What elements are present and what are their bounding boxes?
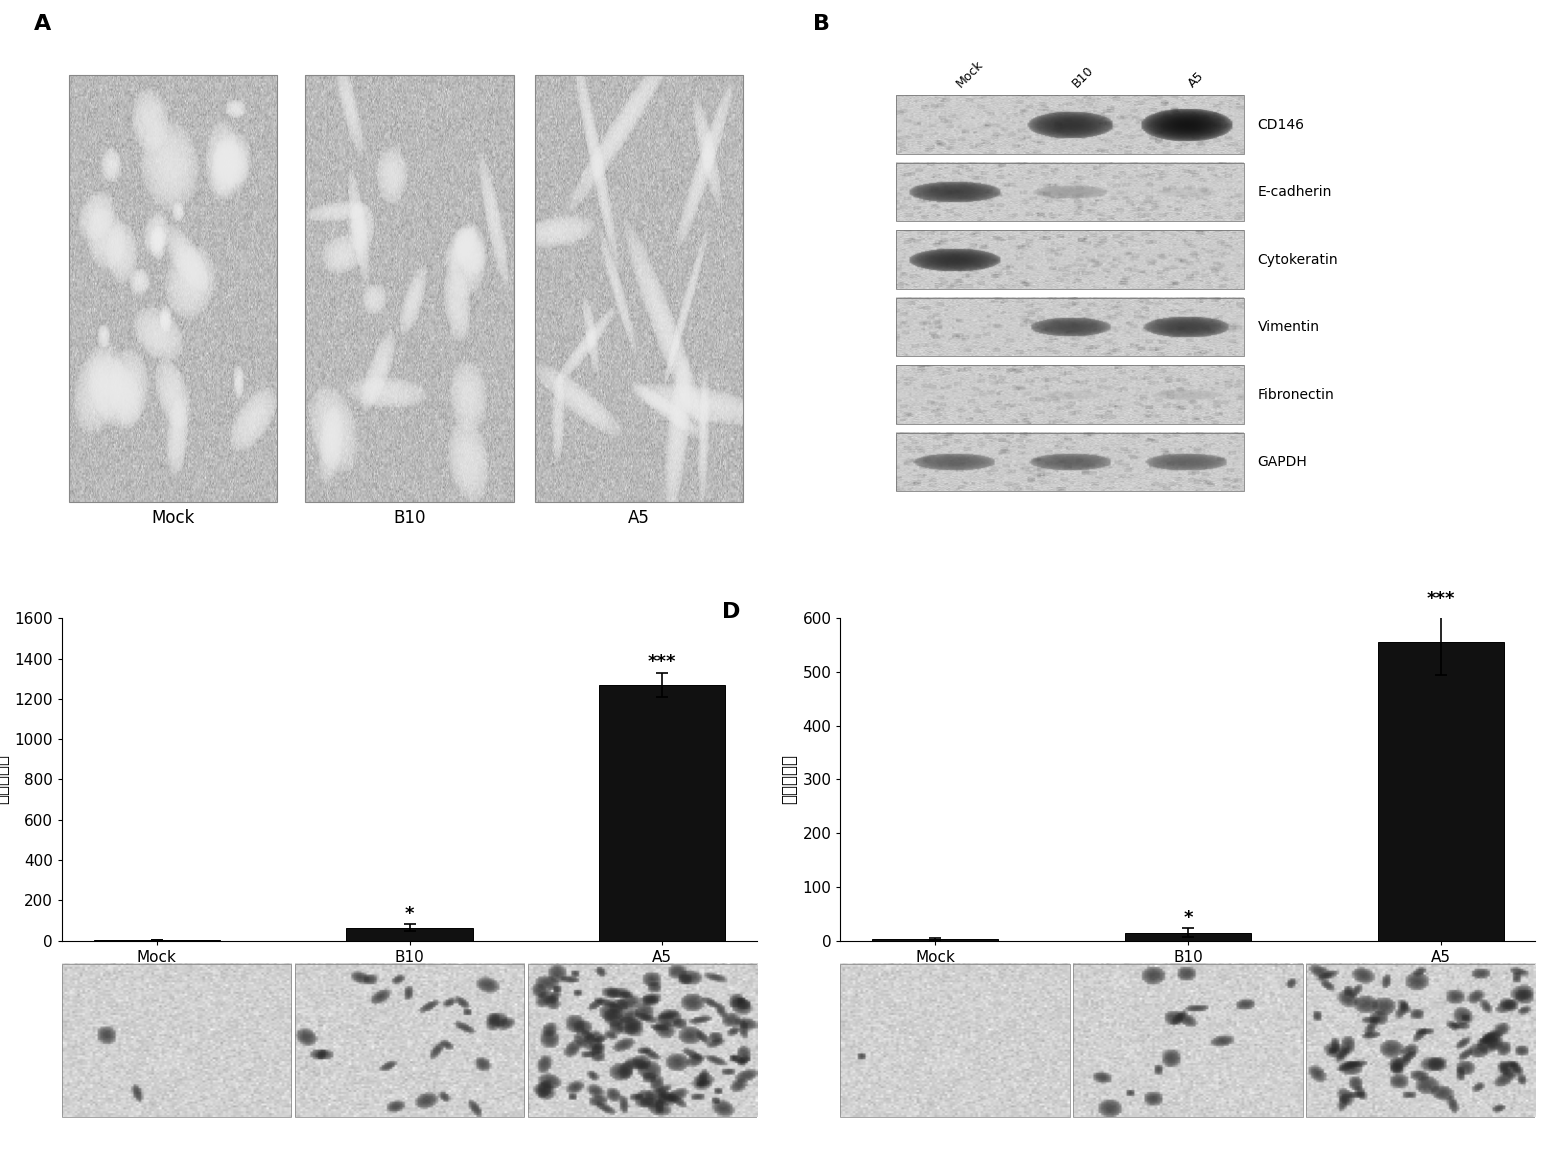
Text: GAPDH: GAPDH (1258, 455, 1307, 469)
Text: Cytokeratin: Cytokeratin (1258, 253, 1339, 267)
Text: Vimentin: Vimentin (1258, 321, 1320, 334)
Text: B: B (813, 14, 830, 34)
Text: Mock: Mock (954, 59, 986, 91)
Bar (896, 298, 1244, 356)
Bar (1377, 642, 1504, 941)
Bar (1124, 933, 1252, 941)
Bar (599, 685, 726, 941)
Text: A5: A5 (628, 509, 650, 527)
Bar (527, 964, 757, 1118)
Bar (62, 964, 292, 1118)
Bar (841, 964, 1070, 1118)
Text: E-cadherin: E-cadherin (1258, 185, 1332, 199)
Text: A: A (34, 14, 51, 34)
Text: A5: A5 (1185, 69, 1207, 91)
Bar (872, 939, 999, 941)
Text: *: * (1183, 909, 1193, 926)
Bar (306, 75, 513, 502)
Text: ***: *** (1427, 589, 1455, 608)
Text: CD146: CD146 (1258, 117, 1304, 132)
Bar (295, 964, 524, 1118)
Text: Mock: Mock (152, 509, 195, 527)
Bar (896, 231, 1244, 288)
Bar (346, 927, 473, 941)
Y-axis label: 迁移细胞数: 迁移细胞数 (0, 755, 11, 804)
Text: B10: B10 (394, 509, 427, 527)
Text: *: * (405, 905, 414, 924)
Bar (68, 75, 278, 502)
Bar (896, 433, 1244, 492)
Bar (1073, 964, 1303, 1118)
Text: D: D (723, 602, 741, 623)
Text: Fibronectin: Fibronectin (1258, 387, 1334, 402)
Bar (1306, 964, 1535, 1118)
Text: ***: *** (648, 653, 676, 671)
Text: B10: B10 (1070, 64, 1097, 91)
Bar (896, 95, 1244, 154)
Bar (535, 75, 743, 502)
Y-axis label: 侵襲细胞数: 侵襲细胞数 (780, 755, 799, 804)
Bar (896, 163, 1244, 222)
Bar (896, 365, 1244, 424)
